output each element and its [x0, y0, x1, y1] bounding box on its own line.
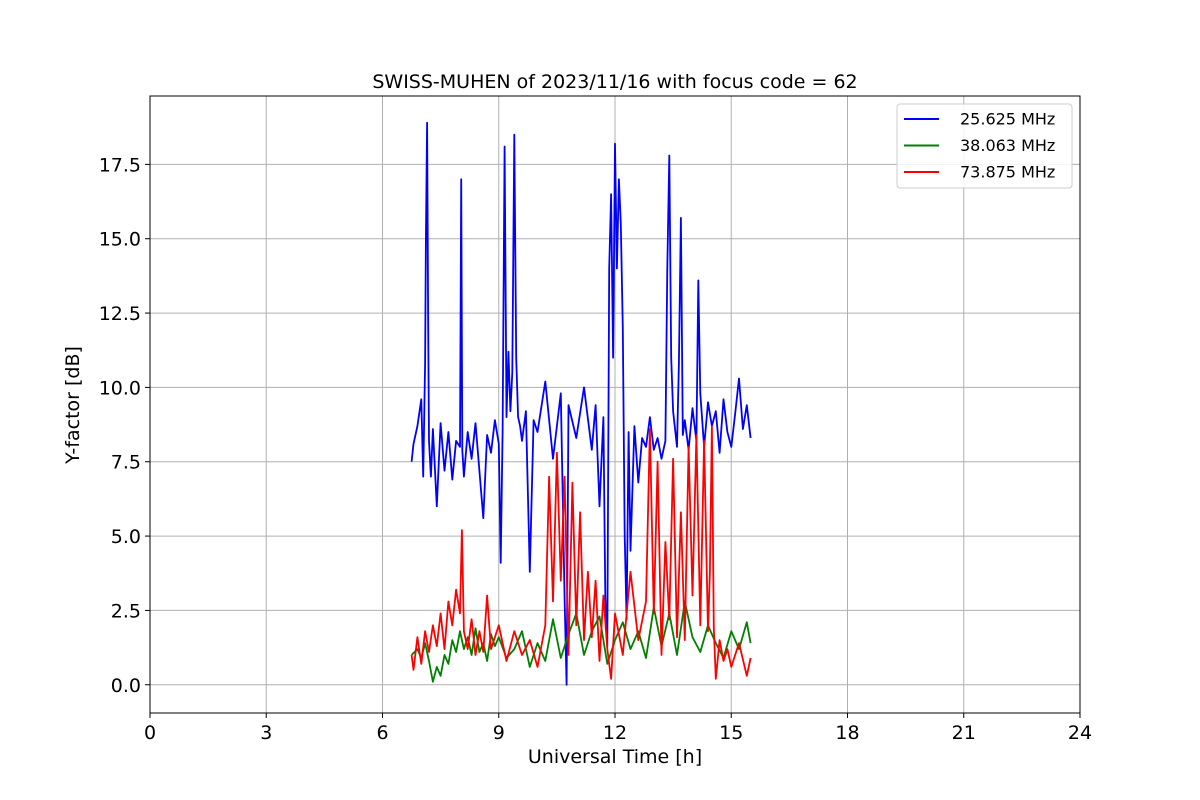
legend-label-2: 38.063 MHz [960, 136, 1055, 155]
legend: 25.625 MHz 38.063 MHz 73.875 MHz [896, 103, 1073, 189]
legend-label-3: 73.875 MHz [960, 163, 1055, 182]
x-tick-label: 3 [260, 722, 272, 744]
x-tick-label: 24 [1068, 722, 1092, 744]
y-tick-label: 15.0 [99, 229, 141, 251]
y-axis-ticks: 0.0 2.5 5.0 7.5 10.0 12.5 15.0 17.5 [99, 154, 150, 697]
y-tick-label: 2.5 [111, 600, 141, 622]
series-line-3 [410, 425, 752, 680]
y-axis-label: Y-factor [dB] [62, 346, 84, 465]
x-axis-label: Universal Time [h] [528, 746, 702, 768]
x-tick-label: 15 [719, 722, 743, 744]
x-tick-label: 6 [376, 722, 388, 744]
x-tick-label: 21 [952, 722, 976, 744]
legend-label-1: 25.625 MHz [960, 110, 1055, 129]
plot-series [410, 121, 752, 686]
x-tick-label: 9 [493, 722, 505, 744]
y-tick-label: 17.5 [99, 154, 141, 176]
y-tick-label: 0.0 [111, 675, 141, 697]
y-tick-label: 12.5 [99, 303, 141, 325]
y-tick-label: 10.0 [99, 377, 141, 399]
x-tick-label: 0 [144, 722, 156, 744]
x-tick-label: 18 [835, 722, 859, 744]
x-tick-label: 12 [603, 722, 627, 744]
y-tick-label: 7.5 [111, 452, 141, 474]
y-tick-label: 5.0 [111, 526, 141, 548]
x-axis-ticks: 0 3 6 9 12 15 18 21 24 [144, 713, 1092, 744]
series-line-1 [410, 121, 752, 686]
legend-box [896, 103, 1073, 189]
chart-title: SWISS-MUHEN of 2023/11/16 with focus cod… [372, 71, 857, 93]
